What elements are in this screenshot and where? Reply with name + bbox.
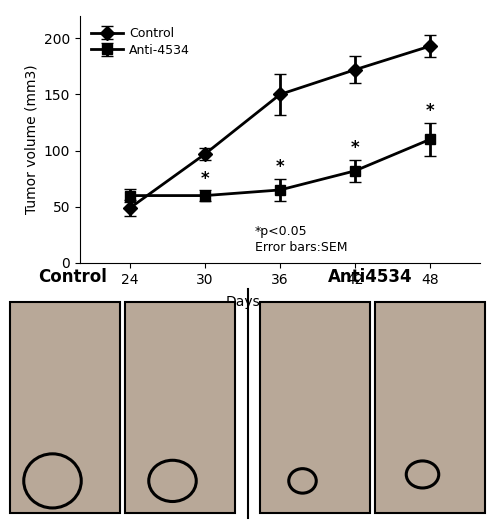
Legend: Control, Anti-4534: Control, Anti-4534 <box>86 22 194 62</box>
Text: Days: Days <box>225 295 260 309</box>
Y-axis label: Tumor volume (mm3): Tumor volume (mm3) <box>24 65 38 214</box>
Text: *: * <box>350 139 360 157</box>
Text: Control: Control <box>38 268 107 286</box>
FancyBboxPatch shape <box>10 302 120 513</box>
FancyBboxPatch shape <box>260 302 370 513</box>
Text: *p<0.05: *p<0.05 <box>255 225 308 238</box>
Text: Error bars:SEM: Error bars:SEM <box>255 241 348 254</box>
Text: *: * <box>276 158 284 177</box>
Text: *: * <box>426 102 434 120</box>
FancyBboxPatch shape <box>375 302 485 513</box>
Text: *: * <box>200 170 209 188</box>
FancyBboxPatch shape <box>125 302 235 513</box>
Text: Anti4534: Anti4534 <box>328 268 412 286</box>
